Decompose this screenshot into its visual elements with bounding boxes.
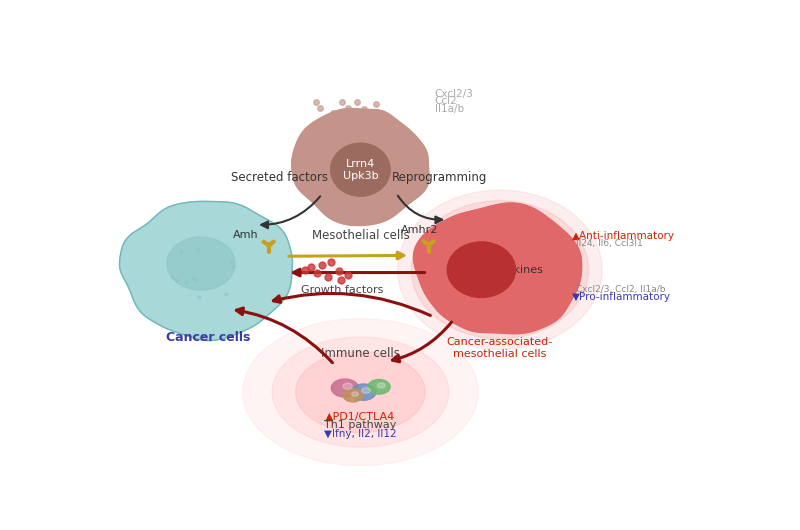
Text: Cytokines: Cytokines	[488, 264, 543, 275]
Text: Cxcl2/3: Cxcl2/3	[435, 89, 474, 99]
Ellipse shape	[330, 143, 390, 196]
Ellipse shape	[398, 190, 602, 349]
Ellipse shape	[411, 201, 589, 339]
Text: Cancer-associated-
mesothelial cells: Cancer-associated- mesothelial cells	[446, 337, 553, 359]
Text: Lrrn4
Upk3b: Lrrn4 Upk3b	[342, 159, 378, 181]
Ellipse shape	[422, 209, 578, 331]
Circle shape	[343, 389, 363, 402]
Ellipse shape	[242, 319, 478, 465]
Text: Th1 pathway: Th1 pathway	[324, 420, 397, 430]
Text: Lrrn4
Upk3b: Lrrn4 Upk3b	[342, 153, 378, 174]
Text: Growth factors: Growth factors	[301, 285, 383, 295]
Polygon shape	[292, 109, 429, 226]
Circle shape	[378, 383, 385, 388]
Text: Amhr2: Amhr2	[401, 225, 438, 235]
Circle shape	[368, 379, 390, 394]
Text: Cxcl2/3, Ccl2, Il1a/b: Cxcl2/3, Ccl2, Il1a/b	[576, 285, 666, 294]
Polygon shape	[414, 203, 582, 334]
Ellipse shape	[447, 242, 515, 297]
Circle shape	[351, 384, 376, 400]
Text: ▼Ifny, Il2, Il12: ▼Ifny, Il2, Il12	[324, 429, 397, 439]
Text: Reprogramming: Reprogramming	[392, 171, 487, 184]
Text: Immune cells: Immune cells	[321, 347, 400, 360]
Polygon shape	[119, 201, 293, 341]
Ellipse shape	[296, 352, 425, 432]
Ellipse shape	[272, 337, 449, 447]
Circle shape	[351, 392, 358, 396]
Text: Amh: Amh	[233, 231, 258, 240]
Text: ▲Anti-inflammatory: ▲Anti-inflammatory	[573, 231, 675, 241]
Text: Cancer cells: Cancer cells	[166, 331, 250, 344]
Circle shape	[343, 383, 353, 390]
Circle shape	[331, 379, 358, 397]
Text: Mesothelial cells: Mesothelial cells	[311, 229, 410, 242]
Ellipse shape	[167, 237, 235, 290]
Text: ▲PD1/CTLA4: ▲PD1/CTLA4	[326, 411, 395, 421]
Text: Ccl2: Ccl2	[435, 96, 458, 106]
Text: Lrrn4
Upk3b: Lrrn4 Upk3b	[452, 259, 486, 280]
Text: Il1a/b: Il1a/b	[435, 103, 464, 113]
Circle shape	[362, 387, 370, 393]
Text: ▼Pro-inflammatory: ▼Pro-inflammatory	[573, 292, 671, 302]
Text: Il24, Il6, Ccl3l1: Il24, Il6, Ccl3l1	[576, 239, 643, 248]
Text: Secreted factors: Secreted factors	[231, 171, 328, 184]
